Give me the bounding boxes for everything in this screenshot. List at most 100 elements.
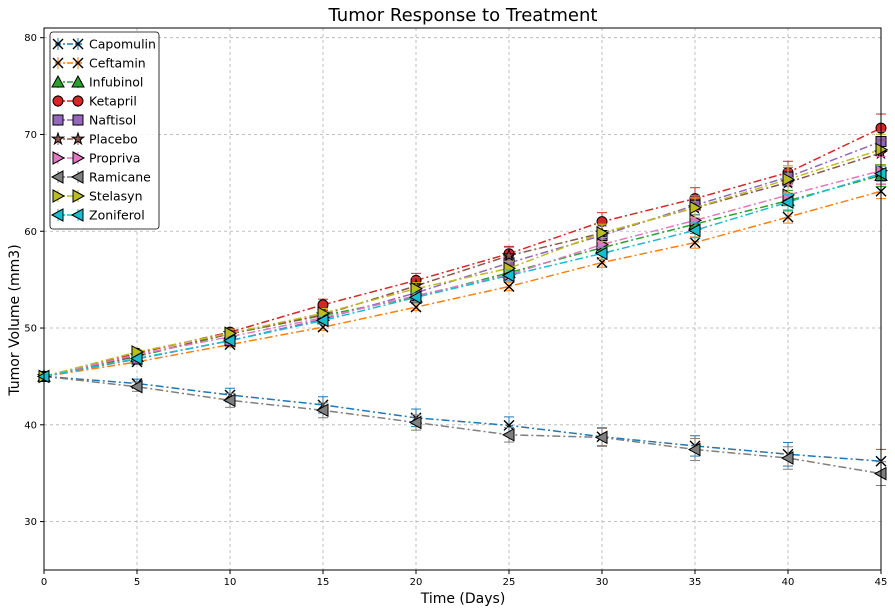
data-point xyxy=(315,313,329,328)
legend-marker xyxy=(70,131,86,146)
y-axis-label: Tumor Volume (mm3) xyxy=(7,244,23,396)
marker-stroke xyxy=(689,237,701,249)
y-tick-label: 40 xyxy=(24,420,37,431)
legend-marker xyxy=(71,74,85,88)
marker-stroke xyxy=(52,57,64,69)
plot-area-frame xyxy=(43,27,882,571)
legend-marker xyxy=(72,95,84,107)
series-naftisol xyxy=(38,130,887,382)
data-point xyxy=(410,281,424,296)
marker-stroke xyxy=(782,211,794,223)
legend-marker xyxy=(72,151,86,165)
data-point xyxy=(503,419,515,431)
series-ketapril xyxy=(38,113,887,382)
legend-marker xyxy=(52,38,64,50)
legend-marker xyxy=(50,208,64,222)
y-tick-label: 70 xyxy=(24,130,37,141)
legend-label: Stelasyn xyxy=(89,189,143,204)
legend-marker xyxy=(52,57,64,69)
x-tick-label: 40 xyxy=(782,577,795,588)
x-tick-label: 15 xyxy=(317,577,330,588)
data-point xyxy=(501,427,515,442)
y-tick-label: 30 xyxy=(24,517,37,528)
data-point xyxy=(689,200,703,215)
legend-marker xyxy=(51,74,65,88)
data-point xyxy=(501,268,515,283)
data-point xyxy=(780,195,794,210)
series-capomulin xyxy=(38,370,887,474)
legend-marker xyxy=(50,170,64,184)
data-point xyxy=(222,393,236,408)
data-point xyxy=(317,306,331,321)
legend-marker xyxy=(52,151,66,165)
legend-entry-propriva: Propriva xyxy=(52,151,140,166)
data-point xyxy=(689,237,701,249)
marker-stroke xyxy=(72,57,84,69)
series-line xyxy=(43,140,882,378)
legend-label: Capomulin xyxy=(89,37,156,52)
legend-label: Naftisol xyxy=(89,113,136,128)
x-tick-label: 25 xyxy=(503,577,516,588)
legend-label: Placebo xyxy=(89,132,138,147)
marker-stroke xyxy=(72,38,84,50)
data-point xyxy=(222,333,236,348)
legend-label: Ramicane xyxy=(89,170,151,185)
series-line xyxy=(43,148,882,378)
series-ceftamin xyxy=(38,183,887,382)
data-point xyxy=(503,281,515,293)
legend-entry-capomulin: Capomulin xyxy=(52,37,156,52)
series-placebo xyxy=(36,139,889,383)
legend-marker xyxy=(72,189,86,203)
y-tick-label: 80 xyxy=(24,33,37,44)
y-tick-label: 50 xyxy=(24,324,37,335)
data-point xyxy=(596,226,610,240)
legend-label: Ceftamin xyxy=(89,56,146,71)
legend-entry-placebo: Placebo xyxy=(50,131,138,147)
x-axis-label: Time (Days) xyxy=(420,591,506,607)
chart-title: Tumor Response to Treatment xyxy=(328,5,598,26)
y-tick-label: 60 xyxy=(24,227,37,238)
legend-entry-infubinol: Infubinol xyxy=(51,74,143,90)
data-point xyxy=(315,403,329,418)
marker-stroke xyxy=(503,419,515,431)
legend-entry-naftisol: Naftisol xyxy=(52,113,136,128)
data-point xyxy=(129,351,143,366)
data-point xyxy=(780,451,794,465)
legend-marker xyxy=(72,57,84,69)
x-tick-label: 35 xyxy=(689,577,702,588)
data-point xyxy=(782,172,796,187)
legend-marker xyxy=(50,131,66,146)
legend-marker xyxy=(72,38,84,50)
legend-label: Infubinol xyxy=(89,75,143,90)
grid xyxy=(43,28,882,570)
series-ramicane xyxy=(36,369,887,487)
legend: Capomulin Ceftamin Infubinol Ketapril Naftis… xyxy=(49,31,160,230)
series-zoniferol xyxy=(36,165,887,384)
x-tick-label: 5 xyxy=(134,577,140,588)
series-line xyxy=(43,375,882,475)
x-tick-label: 45 xyxy=(875,577,888,588)
x-tick-label: 10 xyxy=(224,577,237,588)
data-point xyxy=(408,290,422,305)
marker-stroke xyxy=(410,301,422,313)
legend-entry-ketapril: Ketapril xyxy=(52,94,137,109)
legend-marker xyxy=(52,95,64,107)
data-point xyxy=(224,326,238,341)
legend-entry-stelasyn: Stelasyn xyxy=(52,189,143,204)
data-point xyxy=(129,379,143,394)
series-line xyxy=(43,169,882,378)
data-point xyxy=(408,415,422,430)
series-line xyxy=(43,152,882,378)
marker-stroke xyxy=(503,281,515,293)
axis-ticks: 0 5 10 15 20 25 30 35 40 45 30 40 50 60 70 80 xyxy=(24,33,887,588)
x-tick-label: 30 xyxy=(596,577,609,588)
data-point xyxy=(594,246,608,261)
data-point xyxy=(782,211,794,223)
series-line xyxy=(43,172,882,378)
x-tick-label: 20 xyxy=(410,577,423,588)
marker-stroke xyxy=(52,38,64,50)
data-point xyxy=(687,442,701,457)
series-line xyxy=(43,127,882,378)
data-point xyxy=(501,247,517,262)
